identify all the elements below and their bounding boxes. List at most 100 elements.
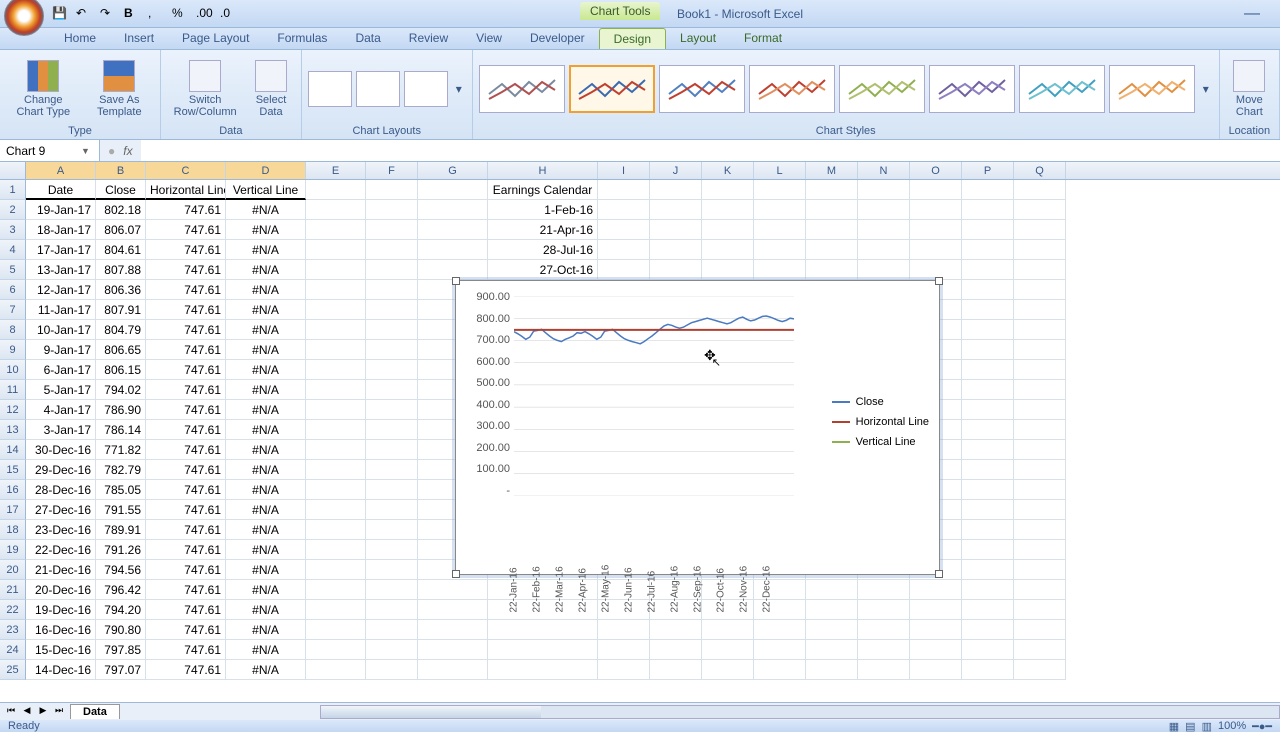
cell-F2[interactable]: [366, 200, 418, 220]
cell-P5[interactable]: [962, 260, 1014, 280]
cell-Q11[interactable]: [1014, 380, 1066, 400]
inc-decimal-icon[interactable]: .00: [196, 6, 212, 22]
cell-B20[interactable]: 794.56: [96, 560, 146, 580]
chart-plot-area[interactable]: [514, 296, 794, 496]
cell-Q17[interactable]: [1014, 500, 1066, 520]
cell-F3[interactable]: [366, 220, 418, 240]
cell-E17[interactable]: [306, 500, 366, 520]
cell-D13[interactable]: #N/A: [226, 420, 306, 440]
cell-P19[interactable]: [962, 540, 1014, 560]
horizontal-scrollbar[interactable]: [320, 705, 1280, 719]
cell-C13[interactable]: 747.61: [146, 420, 226, 440]
cell-B17[interactable]: 791.55: [96, 500, 146, 520]
cell-H24[interactable]: [488, 640, 598, 660]
cell-I1[interactable]: [598, 180, 650, 200]
tab-developer[interactable]: Developer: [516, 28, 599, 49]
cell-B25[interactable]: 797.07: [96, 660, 146, 680]
cell-C8[interactable]: 747.61: [146, 320, 226, 340]
cell-E20[interactable]: [306, 560, 366, 580]
cell-D8[interactable]: #N/A: [226, 320, 306, 340]
cell-H25[interactable]: [488, 660, 598, 680]
cell-A15[interactable]: 29-Dec-16: [26, 460, 96, 480]
cell-A4[interactable]: 17-Jan-17: [26, 240, 96, 260]
cell-O25[interactable]: [910, 660, 962, 680]
chart-style-1[interactable]: [479, 65, 565, 113]
cell-M21[interactable]: [806, 580, 858, 600]
cell-Q9[interactable]: [1014, 340, 1066, 360]
cell-P11[interactable]: [962, 380, 1014, 400]
cell-P6[interactable]: [962, 280, 1014, 300]
cell-L25[interactable]: [754, 660, 806, 680]
cell-D9[interactable]: #N/A: [226, 340, 306, 360]
cell-M4[interactable]: [806, 240, 858, 260]
cell-N25[interactable]: [858, 660, 910, 680]
cell-E8[interactable]: [306, 320, 366, 340]
chart-style-8[interactable]: [1109, 65, 1195, 113]
chart-handle-se[interactable]: [935, 570, 943, 578]
cell-B4[interactable]: 804.61: [96, 240, 146, 260]
cell-A22[interactable]: 19-Dec-16: [26, 600, 96, 620]
tab-view[interactable]: View: [462, 28, 516, 49]
cell-I24[interactable]: [598, 640, 650, 660]
cell-E25[interactable]: [306, 660, 366, 680]
cell-F24[interactable]: [366, 640, 418, 660]
cell-E19[interactable]: [306, 540, 366, 560]
row-header-10[interactable]: 10: [0, 360, 26, 380]
col-header-M[interactable]: M: [806, 162, 858, 179]
cell-E16[interactable]: [306, 480, 366, 500]
cell-E7[interactable]: [306, 300, 366, 320]
row-header-16[interactable]: 16: [0, 480, 26, 500]
cell-P16[interactable]: [962, 480, 1014, 500]
cell-D7[interactable]: #N/A: [226, 300, 306, 320]
cell-P25[interactable]: [962, 660, 1014, 680]
cell-D15[interactable]: #N/A: [226, 460, 306, 480]
cell-J25[interactable]: [650, 660, 702, 680]
cell-A24[interactable]: 15-Dec-16: [26, 640, 96, 660]
cell-M25[interactable]: [806, 660, 858, 680]
cell-C7[interactable]: 747.61: [146, 300, 226, 320]
select-data-button[interactable]: Select Data: [247, 58, 294, 120]
undo-icon[interactable]: ↶: [76, 6, 92, 22]
cell-C25[interactable]: 747.61: [146, 660, 226, 680]
cell-E21[interactable]: [306, 580, 366, 600]
cell-B12[interactable]: 786.90: [96, 400, 146, 420]
cell-B8[interactable]: 804.79: [96, 320, 146, 340]
cell-J3[interactable]: [650, 220, 702, 240]
cell-F1[interactable]: [366, 180, 418, 200]
cell-F25[interactable]: [366, 660, 418, 680]
cell-B22[interactable]: 794.20: [96, 600, 146, 620]
cell-P10[interactable]: [962, 360, 1014, 380]
col-header-P[interactable]: P: [962, 162, 1014, 179]
row-header-13[interactable]: 13: [0, 420, 26, 440]
cell-D20[interactable]: #N/A: [226, 560, 306, 580]
cell-Q21[interactable]: [1014, 580, 1066, 600]
cell-C24[interactable]: 747.61: [146, 640, 226, 660]
cell-Q18[interactable]: [1014, 520, 1066, 540]
row-header-2[interactable]: 2: [0, 200, 26, 220]
row-header-6[interactable]: 6: [0, 280, 26, 300]
dec-decimal-icon[interactable]: .0: [220, 6, 236, 22]
zoom-slider[interactable]: ━●━: [1252, 720, 1272, 733]
comma-icon[interactable]: ,: [148, 6, 164, 22]
cell-E9[interactable]: [306, 340, 366, 360]
redo-icon[interactable]: ↷: [100, 6, 116, 22]
cell-E24[interactable]: [306, 640, 366, 660]
layout-thumb-3[interactable]: [404, 71, 448, 107]
cell-C14[interactable]: 747.61: [146, 440, 226, 460]
col-header-G[interactable]: G: [418, 162, 488, 179]
cell-Q2[interactable]: [1014, 200, 1066, 220]
chart-style-2[interactable]: [569, 65, 655, 113]
cell-M24[interactable]: [806, 640, 858, 660]
row-header-25[interactable]: 25: [0, 660, 26, 680]
cell-C21[interactable]: 747.61: [146, 580, 226, 600]
cell-A2[interactable]: 19-Jan-17: [26, 200, 96, 220]
cell-O1[interactable]: [910, 180, 962, 200]
row-header-17[interactable]: 17: [0, 500, 26, 520]
cell-Q1[interactable]: [1014, 180, 1066, 200]
cell-D24[interactable]: #N/A: [226, 640, 306, 660]
cell-O24[interactable]: [910, 640, 962, 660]
cell-N4[interactable]: [858, 240, 910, 260]
cell-M2[interactable]: [806, 200, 858, 220]
cell-A8[interactable]: 10-Jan-17: [26, 320, 96, 340]
chart-handle-nw[interactable]: [452, 277, 460, 285]
